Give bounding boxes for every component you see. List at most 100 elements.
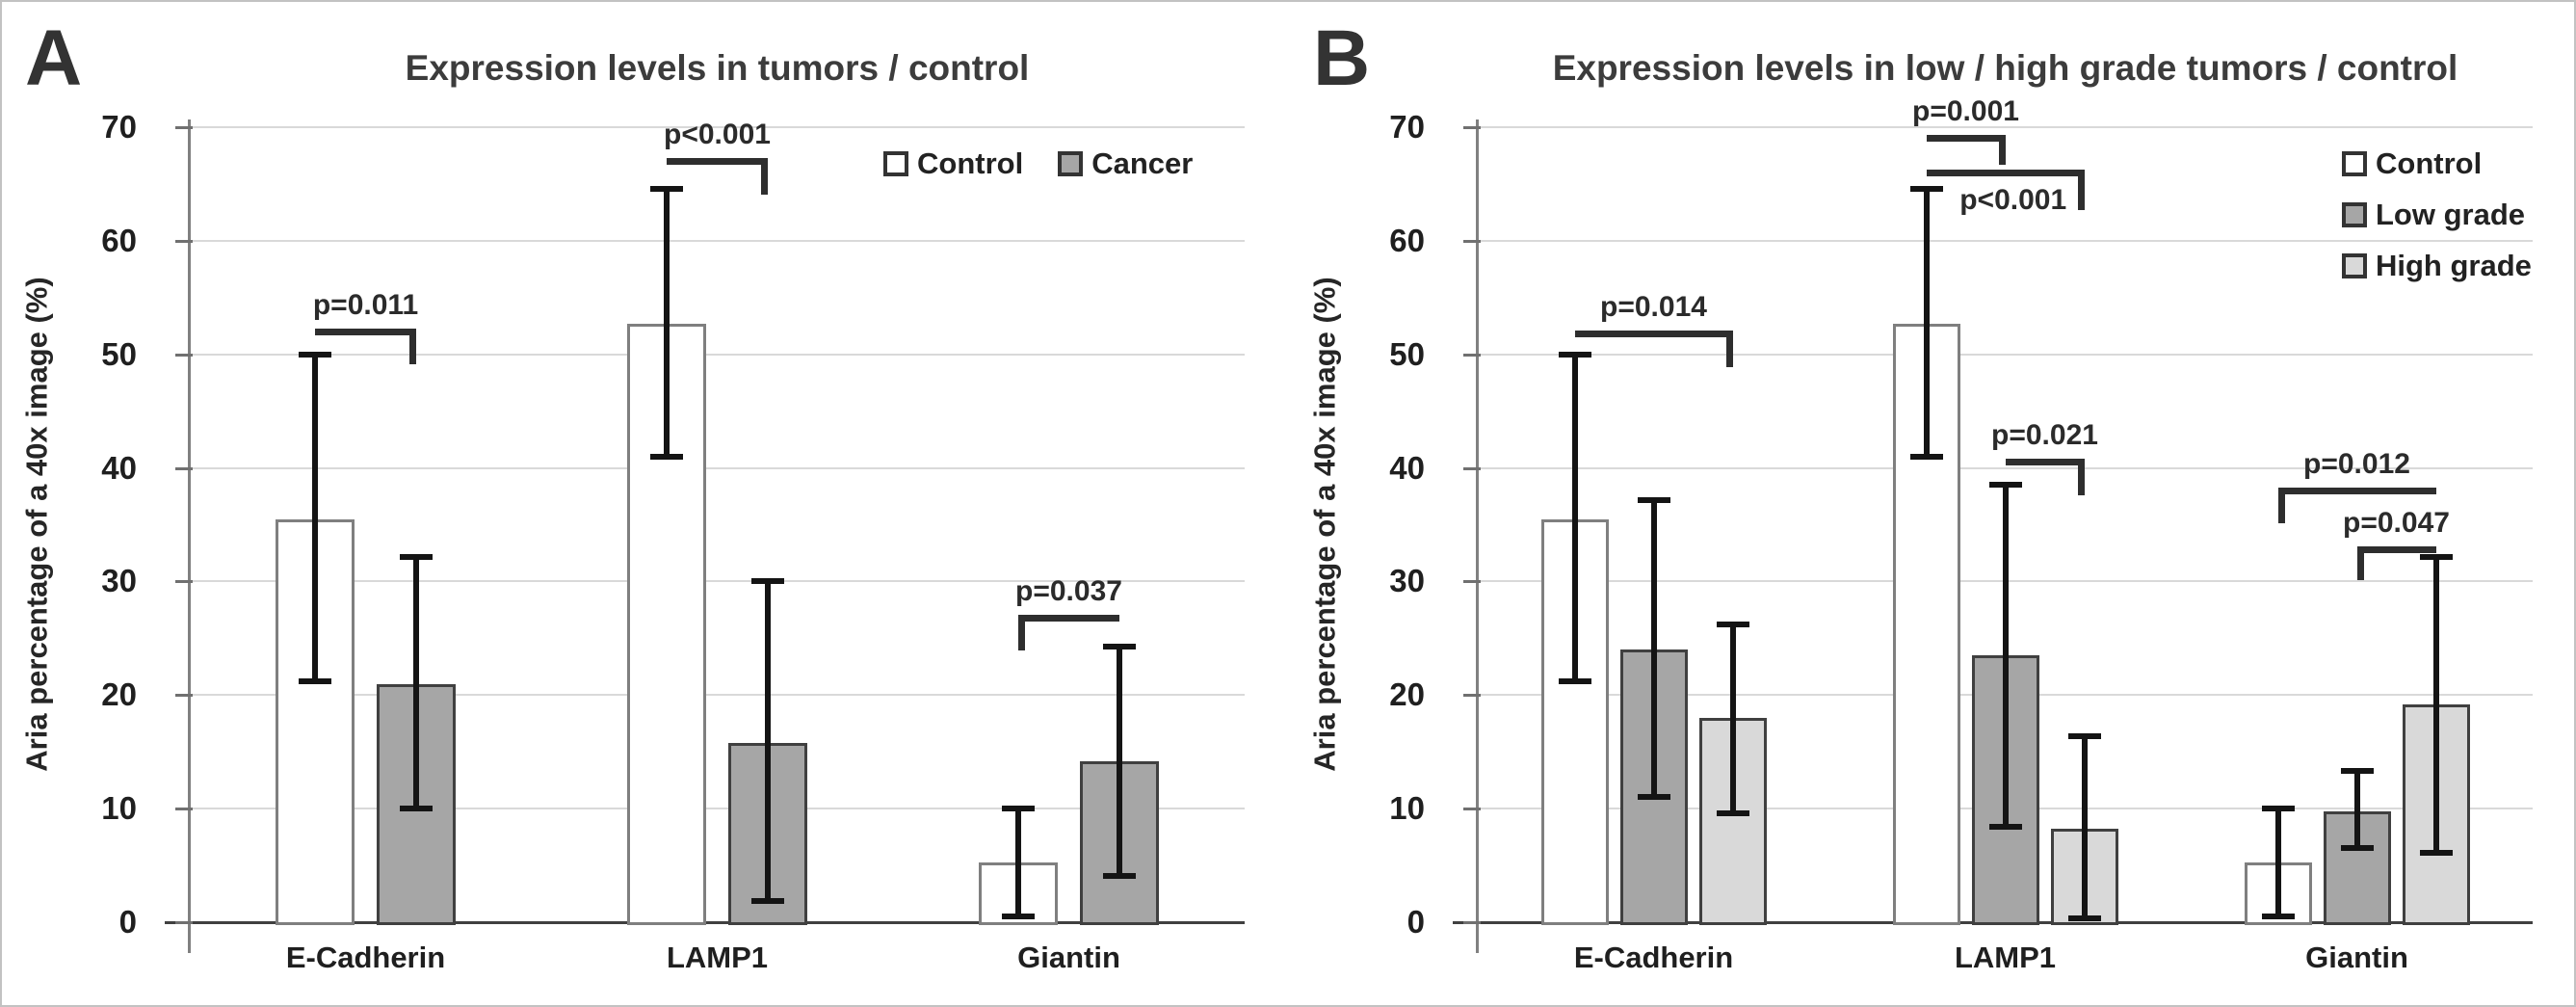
significance-bracket-e-cadherin-p-0-011-hook xyxy=(409,328,416,365)
y-tick-label-20: 20 xyxy=(1389,676,1425,713)
y-axis-tick-50 xyxy=(175,353,193,357)
significance-bracket-e-cadherin-p-0-014 xyxy=(1574,331,1733,337)
legend-swatch-cancer xyxy=(1058,151,1084,176)
error-bar-low-grade-e-cadherin-bottom-cap xyxy=(1637,794,1670,801)
error-bar-cancer-lamp1-top-cap xyxy=(751,578,784,585)
p-value-label-p-0-001: p<0.001 xyxy=(664,118,771,150)
error-bar-control-e-cadherin-bottom-cap xyxy=(299,678,331,685)
error-bar-high-grade-e-cadherin xyxy=(1729,624,1736,813)
y-axis-tick-10 xyxy=(175,808,193,811)
legend-label-control: Control xyxy=(917,146,1024,180)
y-axis-tick-60 xyxy=(1463,239,1481,243)
significance-bracket-lamp1-p-0-001-hook xyxy=(761,157,768,195)
gridline-50 xyxy=(190,353,1245,356)
y-tick-label-0: 0 xyxy=(118,904,137,940)
legend-swatch-control xyxy=(2342,151,2367,176)
significance-bracket-lamp1-p-0-001-hook xyxy=(2077,169,2085,211)
y-tick-label-70: 70 xyxy=(101,109,137,145)
y-axis-tick-70 xyxy=(175,126,193,129)
y-tick-label-50: 50 xyxy=(101,335,137,372)
error-bar-control-lamp1 xyxy=(664,188,670,457)
gridline-70 xyxy=(1478,126,2533,128)
y-tick-label-60: 60 xyxy=(1389,222,1425,258)
significance-bracket-giantin-p-0-012-hook xyxy=(2277,487,2285,524)
error-bar-low-grade-lamp1 xyxy=(2002,485,2009,827)
error-bar-control-giantin-bottom-cap xyxy=(1002,914,1035,920)
p-value-label-p-0-001: p<0.001 xyxy=(1959,183,2067,216)
p-value-label-p-0-001: p=0.001 xyxy=(1912,95,2019,128)
y-tick-label-40: 40 xyxy=(1389,449,1425,486)
error-bar-control-giantin xyxy=(1015,808,1021,917)
error-bar-cancer-giantin-top-cap xyxy=(1103,643,1136,649)
error-bar-control-lamp1-top-cap xyxy=(1909,185,1943,192)
legend: Control Low grade High grade xyxy=(2342,146,2532,283)
y-tick-label-50: 50 xyxy=(1389,335,1425,372)
error-bar-control-giantin xyxy=(2274,808,2281,917)
error-bar-cancer-giantin xyxy=(1117,646,1122,876)
y-axis-tick-30 xyxy=(1463,580,1481,584)
gridline-20 xyxy=(190,694,1245,697)
error-bar-control-e-cadherin xyxy=(1571,354,1578,682)
error-bar-high-grade-lamp1 xyxy=(2081,735,2088,919)
y-axis-tick-40 xyxy=(175,466,193,470)
category-label-giantin: Giantin xyxy=(1017,941,1120,974)
error-bar-cancer-lamp1 xyxy=(765,581,771,901)
significance-bracket-lamp1-p-0-001-hook xyxy=(1998,135,2006,165)
y-tick-label-70: 70 xyxy=(1389,109,1425,145)
y-axis-line xyxy=(1476,119,1479,953)
error-bar-low-grade-e-cadherin xyxy=(1650,499,1657,798)
legend-label-control: Control xyxy=(2376,146,2483,180)
significance-bracket-lamp1-p-0-001 xyxy=(1926,135,2006,143)
error-bar-control-e-cadherin-top-cap xyxy=(299,351,331,358)
category-label-giantin: Giantin xyxy=(2305,941,2408,974)
error-bar-low-grade-e-cadherin-top-cap xyxy=(1637,496,1670,503)
y-axis-line xyxy=(188,119,191,953)
y-tick-label-30: 30 xyxy=(101,563,137,599)
y-axis-tick-50 xyxy=(1463,353,1481,357)
significance-bracket-giantin-p-0-047 xyxy=(2356,545,2436,553)
y-tick-label-40: 40 xyxy=(101,449,137,486)
y-tick-label-10: 10 xyxy=(101,790,137,827)
error-bar-control-e-cadherin-top-cap xyxy=(1558,351,1591,358)
gridline-30 xyxy=(190,580,1245,583)
significance-bracket-giantin-p-0-037 xyxy=(1018,614,1119,622)
significance-bracket-lamp1-p-0-021-hook xyxy=(2077,459,2085,495)
category-label-lamp1: LAMP1 xyxy=(666,941,769,974)
error-bar-high-grade-e-cadherin-bottom-cap xyxy=(1716,809,1749,816)
y-axis-tick-70 xyxy=(1463,126,1481,129)
error-bar-control-lamp1 xyxy=(1923,188,1930,457)
significance-bracket-lamp1-p-0-001 xyxy=(1926,169,2085,176)
error-bar-high-grade-giantin xyxy=(2432,556,2439,854)
y-axis-tick-20 xyxy=(175,694,193,698)
legend-item-cancer: Cancer xyxy=(1058,146,1193,181)
error-bar-cancer-giantin-bottom-cap xyxy=(1103,872,1136,879)
error-bar-high-grade-giantin-top-cap xyxy=(2419,553,2453,560)
y-tick-label-0: 0 xyxy=(1406,904,1425,940)
panel-b-letter: B xyxy=(1313,14,1371,102)
panel-a-letter: A xyxy=(25,14,83,102)
error-bar-control-giantin-bottom-cap xyxy=(2261,914,2295,920)
panel-b-plot-area: 0 10 20 30 40 50 60 70 p=0.014 p=0.001 p<0.001 p=0.… xyxy=(1290,2,2574,1005)
significance-bracket-lamp1-p-0-021 xyxy=(2005,459,2085,466)
legend-swatch-high-grade xyxy=(2342,253,2367,278)
legend: Control Cancer xyxy=(883,146,1193,181)
y-tick-label-60: 60 xyxy=(101,222,137,258)
p-value-label-p-0-037: p=0.037 xyxy=(1015,574,1122,607)
error-bar-control-lamp1-bottom-cap xyxy=(650,453,683,460)
gridline-50 xyxy=(1478,353,2533,356)
significance-bracket-e-cadherin-p-0-011 xyxy=(315,328,416,335)
error-bar-high-grade-giantin-bottom-cap xyxy=(2419,850,2453,857)
error-bar-control-lamp1-top-cap xyxy=(650,185,683,192)
category-label-lamp1: LAMP1 xyxy=(1954,941,2057,974)
error-bar-cancer-e-cadherin-top-cap xyxy=(400,553,433,560)
y-tick-label-10: 10 xyxy=(1389,790,1425,827)
error-bar-control-lamp1-bottom-cap xyxy=(1909,453,1943,460)
category-label-e-cadherin: E-Cadherin xyxy=(285,941,446,974)
gridline-40 xyxy=(1478,466,2533,469)
legend-swatch-low-grade xyxy=(2342,202,2367,227)
error-bar-low-grade-giantin-bottom-cap xyxy=(2340,845,2374,852)
y-axis-tick-0 xyxy=(1463,921,1481,924)
panel-b-title: Expression levels in low / high grade tu… xyxy=(1552,48,2458,88)
legend-label-cancer: Cancer xyxy=(1091,146,1194,180)
